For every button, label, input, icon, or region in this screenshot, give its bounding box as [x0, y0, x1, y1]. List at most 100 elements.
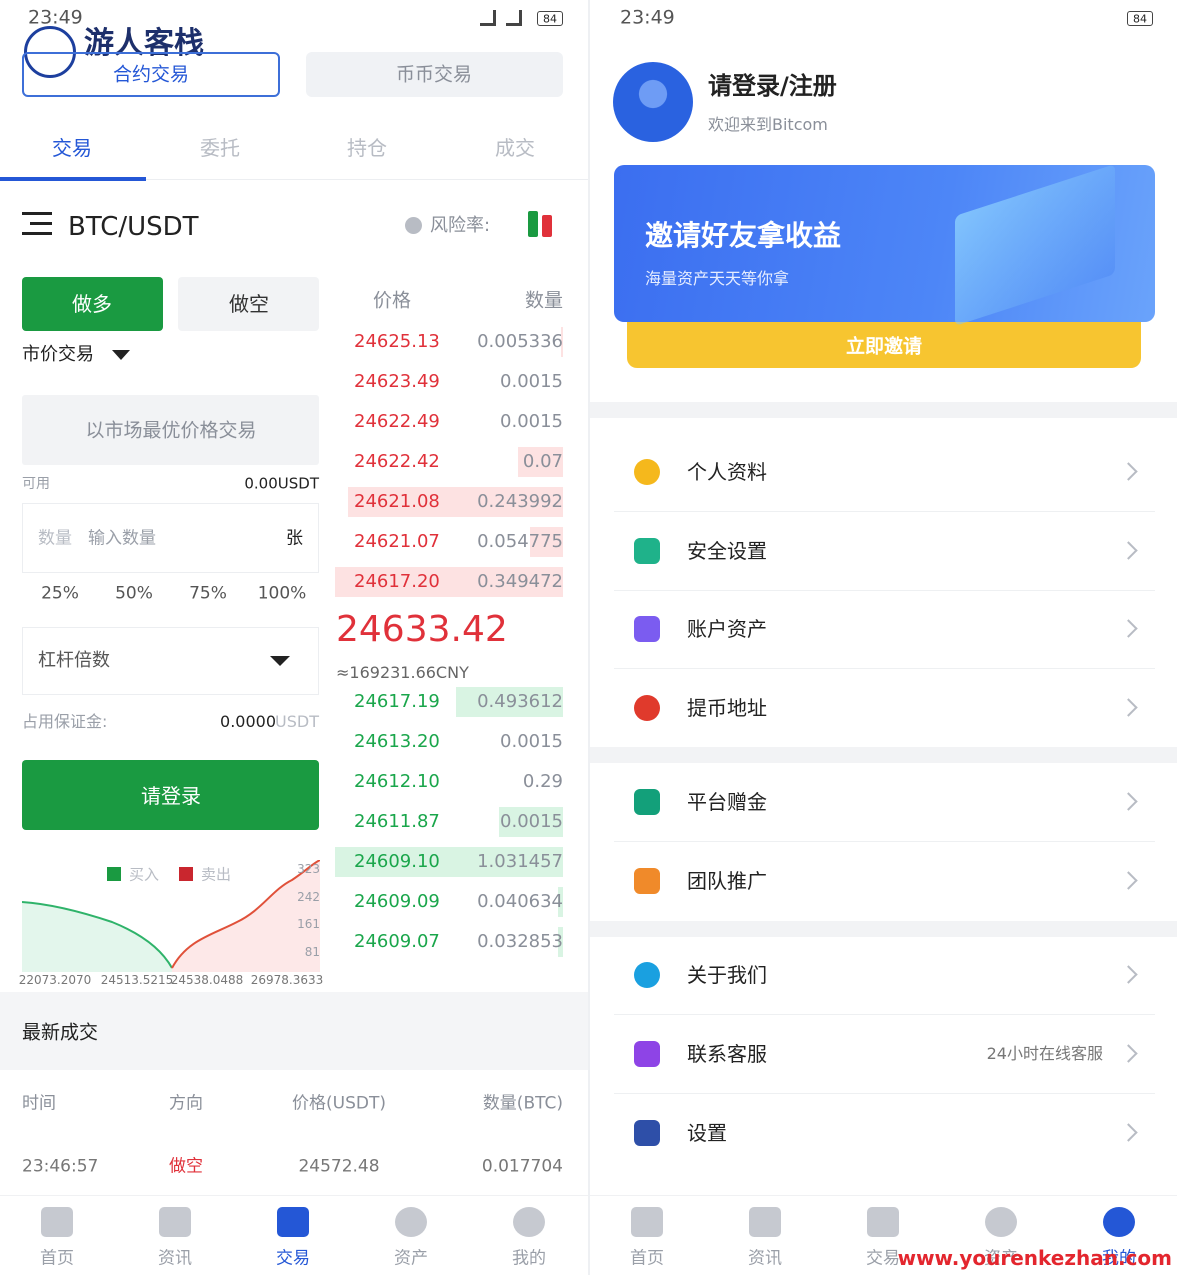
trade-header: 数量(BTC) [482, 1093, 563, 1114]
menu-icon [634, 538, 660, 564]
sub-tab[interactable]: 成交 [495, 136, 535, 160]
bid-line [22, 901, 173, 969]
nav-label[interactable]: 资产 [984, 1248, 1018, 1269]
menu-row[interactable] [590, 512, 1177, 590]
nav-label[interactable]: 交易 [866, 1248, 900, 1269]
nav-icon[interactable] [867, 1207, 899, 1237]
nav-icon[interactable] [631, 1207, 663, 1237]
menu-icon [634, 459, 660, 485]
menu-icon [634, 962, 660, 988]
order-type[interactable]: 市价交易 [22, 344, 94, 365]
mode-tab: 合约交易 [112, 63, 190, 86]
menu-row[interactable] [590, 433, 1177, 511]
nav-label[interactable]: 资产 [394, 1248, 428, 1269]
nav-label[interactable]: 资讯 [748, 1248, 782, 1269]
nav-icon[interactable] [985, 1207, 1017, 1237]
percent-option[interactable]: 100% [257, 583, 307, 604]
percent-option[interactable]: 50% [115, 583, 153, 604]
nav-label[interactable]: 首页 [630, 1248, 664, 1269]
mode-tab-active[interactable] [22, 52, 280, 97]
menu-icon [634, 789, 660, 815]
bids-price: 24609.09 [354, 891, 440, 912]
menu-row[interactable] [590, 763, 1177, 841]
nav-label[interactable]: 我的 [512, 1248, 546, 1269]
margin-value: 0.0000 [220, 712, 276, 731]
nav-label[interactable]: 首页 [40, 1248, 74, 1269]
section-band [590, 921, 1177, 937]
available-value: 0.00USDT [244, 474, 319, 493]
menu-icon [22, 232, 52, 235]
nav-icon[interactable] [513, 1207, 545, 1237]
bids-price: 24609.10 [354, 851, 440, 872]
avatar[interactable] [613, 62, 693, 142]
status-time: 23:49 [620, 6, 675, 29]
menu-row[interactable] [590, 842, 1177, 920]
bids-quantity: 0.0015 [500, 811, 563, 832]
welcome-text: 欢迎来到Bitcom [708, 115, 828, 134]
bids-price: 24611.87 [354, 811, 440, 832]
trade-header: 价格(USDT) [292, 1093, 386, 1114]
amount-input [22, 503, 319, 573]
depth-bar [558, 887, 563, 917]
menu-icon [634, 868, 660, 894]
menu-row[interactable] [590, 936, 1177, 1014]
price-input [22, 395, 319, 465]
nav-label[interactable]: 我的 [1102, 1248, 1136, 1269]
percent-option[interactable]: 75% [189, 583, 227, 604]
sub-tab[interactable]: 持仓 [347, 136, 387, 160]
percent-option[interactable]: 25% [41, 583, 79, 604]
asks-quantity: 0.054775 [477, 531, 563, 552]
nav-icon[interactable] [159, 1207, 191, 1237]
bids-quantity: 0.0015 [500, 731, 563, 752]
menu-label: 团队推广 [687, 869, 767, 893]
nav-label[interactable]: 交易 [276, 1248, 310, 1269]
ask-line [171, 860, 320, 969]
risk-label: 风险率: [430, 215, 491, 236]
bid-area [22, 902, 172, 972]
menu-icon [30, 222, 52, 225]
asks-price: 24617.20 [354, 571, 440, 592]
short-button[interactable] [178, 277, 319, 331]
nav-icon[interactable] [41, 1207, 73, 1237]
long-button-label: 做多 [72, 292, 112, 316]
nav-icon[interactable] [1103, 1207, 1135, 1237]
menu-icon [634, 1120, 660, 1146]
long-button[interactable] [22, 277, 163, 331]
bids-quantity: 0.493612 [477, 691, 563, 712]
menu-icon [22, 212, 52, 215]
sub-tab[interactable]: 交易 [52, 136, 92, 160]
nav-icon[interactable] [277, 1207, 309, 1237]
menu-row[interactable] [590, 590, 1177, 668]
depth-y-label: 242 [297, 890, 320, 904]
depth-y-label: 81 [304, 945, 320, 959]
depth-bar [561, 327, 563, 357]
asks-quantity: 0.07 [522, 451, 563, 472]
nav-icon[interactable] [749, 1207, 781, 1237]
nav-label[interactable]: 资讯 [158, 1248, 192, 1269]
dropdown-arrow [112, 350, 130, 360]
menu-row[interactable] [590, 1094, 1177, 1172]
amount-label: 数量 [38, 528, 72, 549]
mode-tab[interactable] [306, 52, 563, 97]
battery-level: 84 [1133, 12, 1147, 26]
bids-quantity: 0.040634 [477, 891, 563, 912]
nav-icon[interactable] [395, 1207, 427, 1237]
legend-swatch [107, 867, 121, 881]
login-link[interactable]: 请登录/注册 [708, 72, 837, 100]
depth-bar [499, 807, 563, 837]
available-label: 可用 [22, 476, 50, 492]
sub-tab[interactable]: 委托 [200, 136, 240, 160]
leverage-input[interactable] [22, 627, 319, 695]
menu-label: 安全设置 [687, 539, 767, 563]
menu-separator [614, 668, 1155, 669]
trade-header: 方向 [169, 1093, 203, 1114]
battery-level: 84 [543, 12, 557, 26]
login-button[interactable] [22, 760, 319, 830]
menu-separator [614, 511, 1155, 512]
watermark-url: www.yourenkezhan.com [897, 1246, 1172, 1270]
price-placeholder: 以市场最优价格交易 [85, 419, 257, 442]
trade-cell: 24572.48 [298, 1156, 380, 1177]
menu-row[interactable] [590, 669, 1177, 747]
banner-subtitle: 海量资产天天等你拿 [645, 269, 790, 288]
book-header: 价格 [372, 289, 412, 312]
